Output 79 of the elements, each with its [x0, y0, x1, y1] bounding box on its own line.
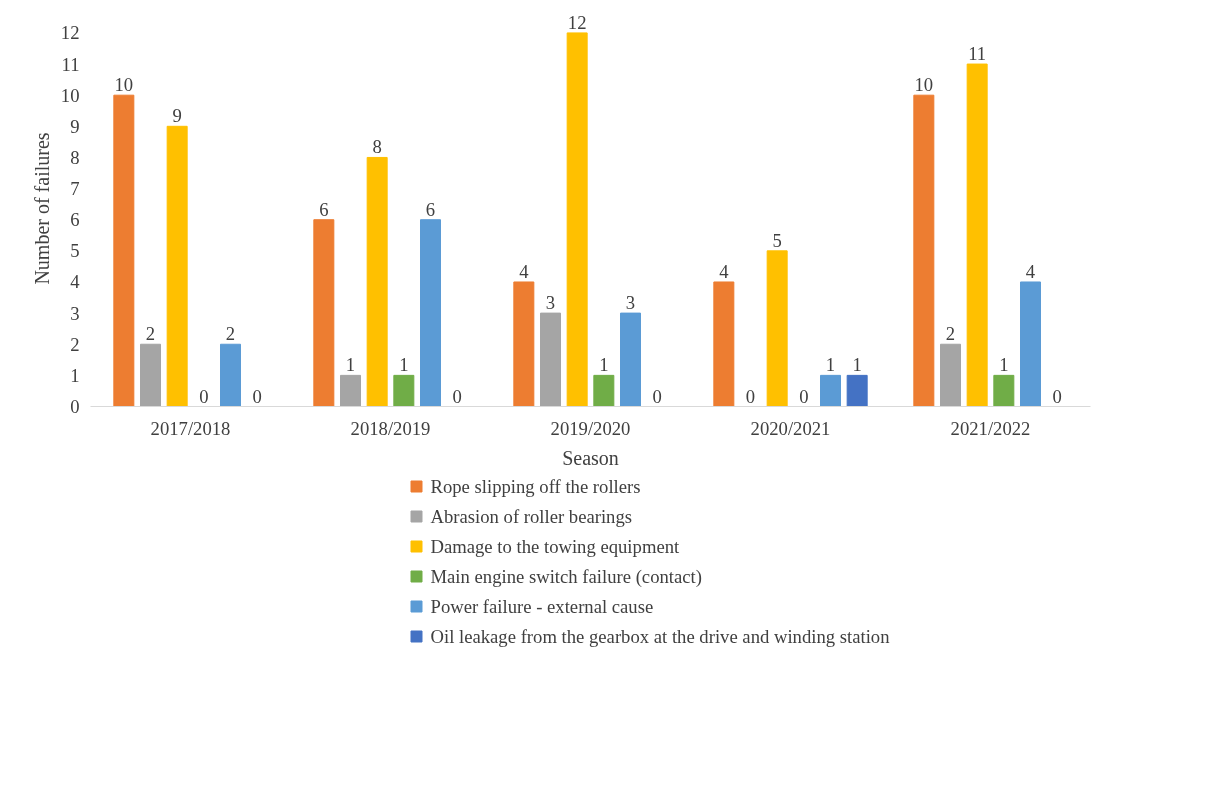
y-tick-label: 8 — [70, 146, 80, 168]
data-label: 12 — [567, 11, 587, 33]
data-label: 0 — [799, 385, 809, 407]
bar — [913, 94, 935, 407]
data-label: 11 — [968, 43, 987, 65]
bar — [113, 94, 135, 407]
y-tick-label: 7 — [70, 178, 80, 200]
y-tick-label: 4 — [70, 271, 81, 293]
bar — [420, 219, 441, 407]
data-label: 0 — [652, 385, 662, 407]
data-label: 0 — [252, 385, 262, 407]
bar — [313, 219, 335, 407]
data-label: 1 — [399, 354, 409, 376]
bar — [566, 32, 588, 407]
bar — [993, 374, 1015, 407]
legend-label: Damage to the towing equipment — [430, 536, 681, 557]
y-tick-label: 6 — [70, 209, 80, 231]
data-label: 3 — [545, 292, 556, 314]
bar — [340, 374, 361, 407]
bar — [540, 312, 561, 407]
data-label: 6 — [319, 198, 329, 220]
x-tick-label: 2021/2022 — [950, 417, 1031, 439]
x-axis-title: Season — [562, 446, 619, 469]
data-label: 6 — [425, 198, 436, 220]
y-tick-label: 0 — [70, 396, 80, 417]
bar — [393, 374, 415, 407]
data-label: 0 — [745, 385, 756, 407]
y-tick-label: 1 — [70, 364, 80, 386]
legend-label: Main engine switch failure (contact) — [430, 566, 702, 588]
data-label: 2 — [945, 323, 956, 345]
bar — [513, 281, 535, 407]
legend-label: Abrasion of roller bearings — [430, 506, 633, 527]
data-label: 8 — [372, 136, 382, 158]
data-label: 10 — [114, 74, 134, 96]
data-label: 3 — [625, 292, 636, 314]
bar — [713, 281, 735, 407]
data-label: 4 — [719, 260, 730, 282]
x-tick-label: 2020/2021 — [750, 417, 831, 439]
legend-label: Rope slipping off the rollers — [430, 476, 641, 497]
bar — [820, 374, 841, 407]
data-label: 2 — [225, 323, 236, 345]
bar — [1020, 281, 1041, 407]
data-label: 0 — [452, 385, 462, 407]
bar — [620, 312, 641, 407]
y-tick-label: 12 — [60, 22, 80, 44]
y-tick-label: 10 — [60, 84, 80, 106]
data-label: 5 — [772, 229, 782, 251]
legend-label: Power failure - external cause — [430, 596, 654, 617]
bar — [766, 250, 788, 407]
data-label: 2 — [145, 323, 156, 345]
data-label: 10 — [914, 74, 934, 96]
data-label: 0 — [199, 385, 209, 407]
y-tick-label: 11 — [61, 53, 80, 75]
y-axis-title: Number of failures — [30, 132, 53, 285]
x-tick-label: 2019/2020 — [550, 417, 631, 439]
y-tick-label: 9 — [70, 115, 80, 137]
bar — [366, 156, 388, 407]
data-label: 1 — [345, 354, 356, 376]
bar — [166, 125, 188, 407]
y-tick-label: 2 — [70, 333, 80, 355]
bar — [140, 343, 161, 407]
data-label: 1 — [999, 354, 1009, 376]
data-label: 9 — [172, 105, 182, 127]
y-tick-label: 3 — [70, 302, 80, 324]
x-tick-label: 2017/2018 — [150, 417, 231, 439]
bar — [846, 374, 868, 407]
data-label: 0 — [1052, 385, 1062, 407]
x-tick-label: 2018/2019 — [350, 417, 431, 439]
data-label: 1 — [825, 354, 836, 376]
bar — [940, 343, 961, 407]
data-label: 1 — [852, 354, 862, 376]
data-label: 4 — [519, 260, 530, 282]
data-label: 4 — [1025, 260, 1036, 282]
y-tick-label: 5 — [70, 240, 80, 262]
bar — [593, 374, 615, 407]
bar — [966, 63, 988, 407]
legend-label: Oil leakage from the gearbox at the drive and winding station — [430, 626, 891, 647]
bar — [220, 343, 241, 407]
data-label: 1 — [599, 354, 609, 376]
